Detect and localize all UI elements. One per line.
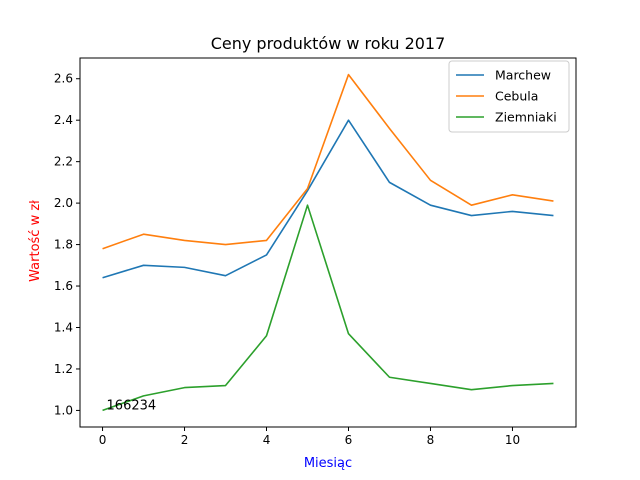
y-tick-label: 1.0 (54, 403, 73, 417)
annotations: 166234 (107, 398, 157, 413)
legend-box (448, 60, 570, 133)
y-tick-label: 1.6 (54, 279, 73, 293)
x-tick-label: 6 (345, 433, 353, 447)
series-line-marchew (102, 119, 554, 279)
plot-area: 0 2 4 6 8 10 1.0 1.2 1.4 1.6 1.8 2.0 2.2 2.4 2.6 1662… (54, 57, 577, 447)
legend-label-marchew: Marchew (495, 68, 551, 83)
series-line-cebula (102, 73, 554, 250)
x-tick-label: 0 (99, 433, 107, 447)
y-tick-label: 2.6 (54, 72, 73, 86)
series-layer (102, 73, 554, 412)
x-tick-label: 4 (263, 433, 271, 447)
legend: Marchew Cebula Ziemniaki (448, 60, 570, 133)
y-tick-label: 1.8 (54, 238, 73, 252)
axes-frame (79, 57, 577, 428)
y-tick-label: 2.0 (54, 196, 73, 210)
y-tick-label: 2.4 (54, 113, 73, 127)
y-axis-label: Wartość w zł (28, 200, 43, 282)
x-tick-label: 2 (181, 433, 189, 447)
x-tick-label: 10 (505, 433, 520, 447)
series-line-ziemniaki (102, 204, 554, 412)
chart-title: Ceny produktów w roku 2017 (211, 34, 446, 53)
x-axis-label: Miesiąc (304, 456, 352, 471)
y-axis-ticks: 1.0 1.2 1.4 1.6 1.8 2.0 2.2 2.4 2.6 (54, 72, 80, 417)
y-tick-label: 2.2 (54, 155, 73, 169)
legend-label-cebula: Cebula (495, 89, 538, 104)
x-axis-ticks: 0 2 4 6 8 10 (99, 427, 520, 447)
y-tick-label: 1.4 (54, 320, 73, 334)
y-tick-label: 1.2 (54, 362, 73, 376)
legend-label-ziemniaki: Ziemniaki (495, 110, 557, 125)
x-tick-label: 8 (427, 433, 435, 447)
annotation-text: 166234 (107, 398, 157, 413)
